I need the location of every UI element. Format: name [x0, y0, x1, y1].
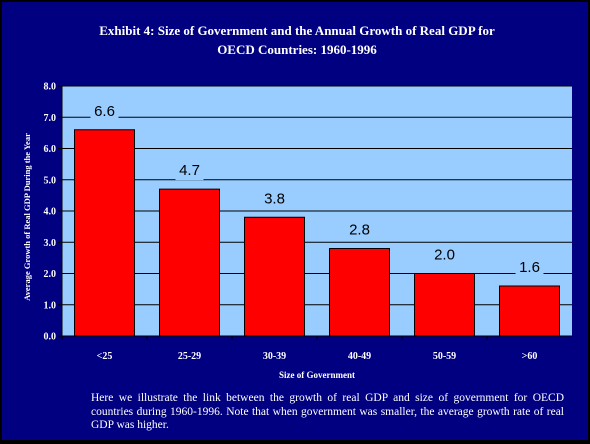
bar: [244, 216, 305, 337]
y-tick-label: 4.0: [44, 207, 57, 218]
data-label-bg: [260, 188, 289, 209]
y-tick-label: 1.0: [44, 300, 57, 311]
data-label-bg: [175, 160, 204, 181]
y-tick-label: 3.0: [44, 238, 57, 249]
data-label-bg: [515, 257, 544, 277]
y-axis-label: Average Growth of Real GDP During the Ye…: [22, 133, 32, 301]
x-tick-label: <25: [97, 351, 113, 362]
x-tick-label: 25-29: [178, 351, 201, 362]
bar: [329, 248, 390, 337]
y-tick-label: 8.0: [44, 82, 57, 93]
bar: [499, 285, 560, 337]
bar: [74, 129, 135, 337]
data-label: 4.7: [179, 162, 200, 179]
y-tick-label: 6.0: [44, 144, 57, 155]
data-label: 6.6: [94, 103, 115, 120]
bar: [159, 188, 220, 337]
data-label-bg: [430, 244, 459, 265]
y-tick-label: 2.0: [44, 269, 57, 280]
y-tick-label: 5.0: [44, 175, 57, 186]
data-label-bg: [90, 100, 119, 121]
bar: [414, 273, 475, 337]
data-label: 2.0: [434, 247, 455, 264]
data-label: 3.8: [264, 190, 285, 207]
data-label: 1.6: [519, 259, 540, 276]
x-tick-label: 50-59: [433, 351, 456, 362]
chart-caption: Here we illustrate the link between the …: [91, 392, 564, 431]
x-axis-label: Size of Government: [279, 370, 355, 380]
data-label: 2.8: [349, 222, 370, 239]
chart-title-line1: Exhibit 4: Size of Government and the An…: [99, 23, 495, 38]
chart-title: Exhibit 4: Size of Government and the An…: [2, 21, 590, 59]
x-tick-label: >60: [522, 351, 538, 362]
chart-title-line2: OECD Countries: 1960-1996: [217, 42, 377, 57]
data-label-bg: [345, 219, 374, 240]
y-tick-label: 0.0: [44, 332, 57, 343]
x-tick-label: 40-49: [348, 351, 371, 362]
y-tick-label: 7.0: [44, 113, 57, 124]
x-tick-label: 30-39: [263, 351, 286, 362]
